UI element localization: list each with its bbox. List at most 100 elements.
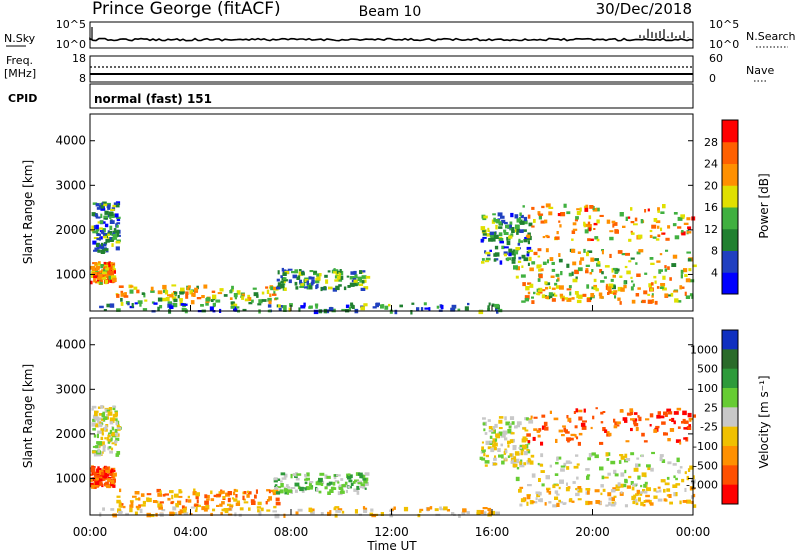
range-cell <box>493 231 497 235</box>
range-cell <box>516 467 520 470</box>
range-cell <box>318 273 322 277</box>
range-cell <box>287 268 293 271</box>
range-cell <box>561 434 565 437</box>
range-cell <box>525 286 530 291</box>
range-cell <box>271 489 274 493</box>
range-cell <box>492 443 496 448</box>
range-cell <box>681 230 684 233</box>
range-cell <box>116 229 120 234</box>
range-cell <box>92 418 96 422</box>
range-cell <box>613 290 618 293</box>
range-cell <box>338 484 344 489</box>
range-cell <box>320 480 325 485</box>
range-cell <box>116 218 121 222</box>
range-cell <box>488 238 494 242</box>
range-cell <box>139 303 142 307</box>
range-cell <box>672 223 677 227</box>
range-cell <box>243 498 246 501</box>
range-cell <box>243 491 247 494</box>
range-cell <box>589 205 594 209</box>
range-cell <box>219 503 223 507</box>
range-cell <box>299 486 304 492</box>
range-cell <box>585 204 589 209</box>
range-cell <box>290 473 293 479</box>
range-cell <box>99 417 103 421</box>
range-cell <box>534 501 538 504</box>
range-cell <box>609 230 614 233</box>
range-cell <box>635 463 639 468</box>
range-cell <box>306 280 309 285</box>
range-cell <box>659 415 665 419</box>
range-cell <box>295 511 299 515</box>
range-cell <box>518 488 522 493</box>
range-cell <box>138 497 141 501</box>
range-cell <box>526 433 531 437</box>
range-cell <box>622 225 626 228</box>
range-cell <box>98 413 103 416</box>
range-cell <box>589 238 594 241</box>
range-cell <box>90 473 93 476</box>
range-cell <box>320 512 324 515</box>
range-cell <box>576 487 579 491</box>
range-cell <box>162 284 167 290</box>
range-cell <box>609 253 612 258</box>
range-cell <box>514 224 520 229</box>
range-cell <box>489 231 495 236</box>
range-cell <box>171 494 174 500</box>
range-cell <box>224 508 229 512</box>
range-cell <box>568 272 572 277</box>
range-cell <box>103 474 108 479</box>
range-cell <box>677 426 681 429</box>
range-cell <box>630 230 633 234</box>
range-cell <box>95 228 100 232</box>
range-cell <box>657 411 661 415</box>
range-cell <box>371 514 377 518</box>
range-cell <box>273 505 277 509</box>
range-cell <box>91 484 95 489</box>
range-cell <box>536 292 540 296</box>
range-cell <box>329 510 332 515</box>
range-cell <box>191 292 196 297</box>
range-cell <box>630 257 635 260</box>
range-cell <box>595 407 598 410</box>
range-cell <box>260 507 264 512</box>
range-cell <box>243 501 249 504</box>
range-cell <box>102 507 105 511</box>
range-cell <box>181 505 185 509</box>
range-cell <box>509 422 512 427</box>
range-cell <box>298 307 301 312</box>
range-cell <box>599 441 604 445</box>
range-cell <box>276 278 280 282</box>
range-cell <box>603 276 607 279</box>
range-cell <box>280 280 284 284</box>
range-cell <box>659 286 664 289</box>
range-cell <box>100 205 105 209</box>
range-cell <box>326 475 331 479</box>
range-cell <box>143 292 146 298</box>
range-cell <box>675 492 678 497</box>
range-cell <box>626 485 631 489</box>
range-cell <box>548 501 552 504</box>
range-cell <box>559 293 564 297</box>
range-cell <box>620 287 625 292</box>
range-cell <box>526 253 530 257</box>
range-cell <box>345 304 350 309</box>
colorbar-segment <box>722 141 738 164</box>
range-cell <box>323 286 327 291</box>
range-cell <box>548 292 553 296</box>
range-cell <box>647 299 653 304</box>
range-cell <box>358 283 364 286</box>
range-cell <box>274 484 278 487</box>
range-cell <box>320 286 323 292</box>
range-cell <box>305 477 310 481</box>
range-cell <box>559 224 562 228</box>
range-cell <box>157 306 160 311</box>
range-cell <box>157 290 163 295</box>
range-cell <box>303 302 306 307</box>
range-cell <box>679 285 683 290</box>
range-cell <box>536 430 541 433</box>
range-cell <box>325 279 329 284</box>
range-cell <box>566 211 571 215</box>
